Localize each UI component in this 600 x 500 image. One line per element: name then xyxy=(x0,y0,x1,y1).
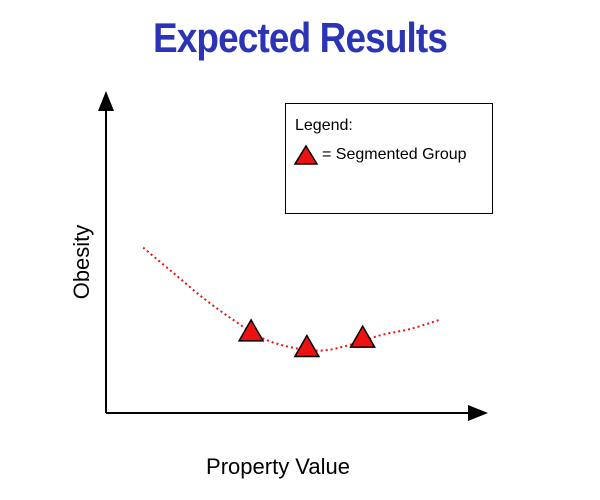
red-triangle-icon xyxy=(293,144,319,165)
segmented-group-point xyxy=(237,318,265,342)
trend-curve xyxy=(142,246,442,352)
y-axis-label: Obesity xyxy=(69,224,94,300)
segmented-group-point xyxy=(349,324,376,348)
legend-label: = Segmented Group xyxy=(322,146,467,163)
legend: Legend: = Segmented Group xyxy=(285,103,493,214)
x-axis-label: Property Value xyxy=(206,454,350,479)
legend-item-segmented-group: = Segmented Group xyxy=(293,144,467,166)
segmented-group-point xyxy=(293,333,321,358)
legend-title: Legend: xyxy=(295,117,353,134)
data-markers xyxy=(237,318,376,358)
chart-title: Expected Results xyxy=(152,14,448,61)
